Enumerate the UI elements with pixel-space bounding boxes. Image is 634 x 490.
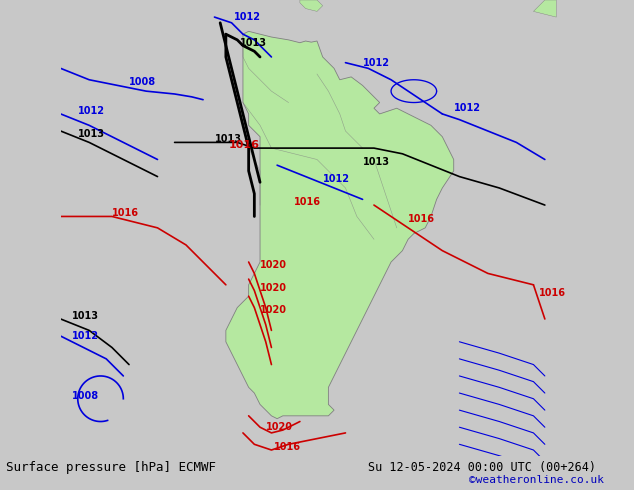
Text: 1020: 1020	[260, 260, 287, 270]
Polygon shape	[533, 0, 556, 17]
Text: ©weatheronline.co.uk: ©weatheronline.co.uk	[469, 475, 604, 485]
Text: 1020: 1020	[260, 283, 287, 293]
Text: 1012: 1012	[363, 57, 389, 68]
Text: 1013: 1013	[78, 129, 105, 139]
Text: 1016: 1016	[229, 140, 260, 150]
Text: 1008: 1008	[72, 391, 99, 401]
Text: Su 12-05-2024 00:00 UTC (00+264): Su 12-05-2024 00:00 UTC (00+264)	[368, 462, 596, 474]
Text: 1016: 1016	[408, 214, 435, 224]
Polygon shape	[300, 0, 323, 11]
Text: 1013: 1013	[72, 311, 99, 321]
Text: 1016: 1016	[112, 208, 139, 219]
Text: 1012: 1012	[78, 106, 105, 116]
Text: 1013: 1013	[363, 157, 389, 167]
Text: 1016: 1016	[294, 197, 321, 207]
Text: 1012: 1012	[323, 174, 350, 184]
Text: 1008: 1008	[129, 77, 156, 87]
Text: 1013: 1013	[214, 134, 242, 145]
Text: Surface pressure [hPa] ECMWF: Surface pressure [hPa] ECMWF	[6, 462, 216, 474]
Text: 1013: 1013	[240, 38, 267, 48]
Text: 1016: 1016	[275, 442, 301, 452]
Text: 1012: 1012	[72, 331, 99, 341]
Polygon shape	[226, 31, 454, 418]
Text: 1020: 1020	[260, 305, 287, 315]
Text: 1012: 1012	[454, 103, 481, 113]
Text: 1016: 1016	[539, 288, 566, 298]
Text: 1012: 1012	[235, 12, 261, 22]
Text: 1020: 1020	[266, 422, 293, 432]
